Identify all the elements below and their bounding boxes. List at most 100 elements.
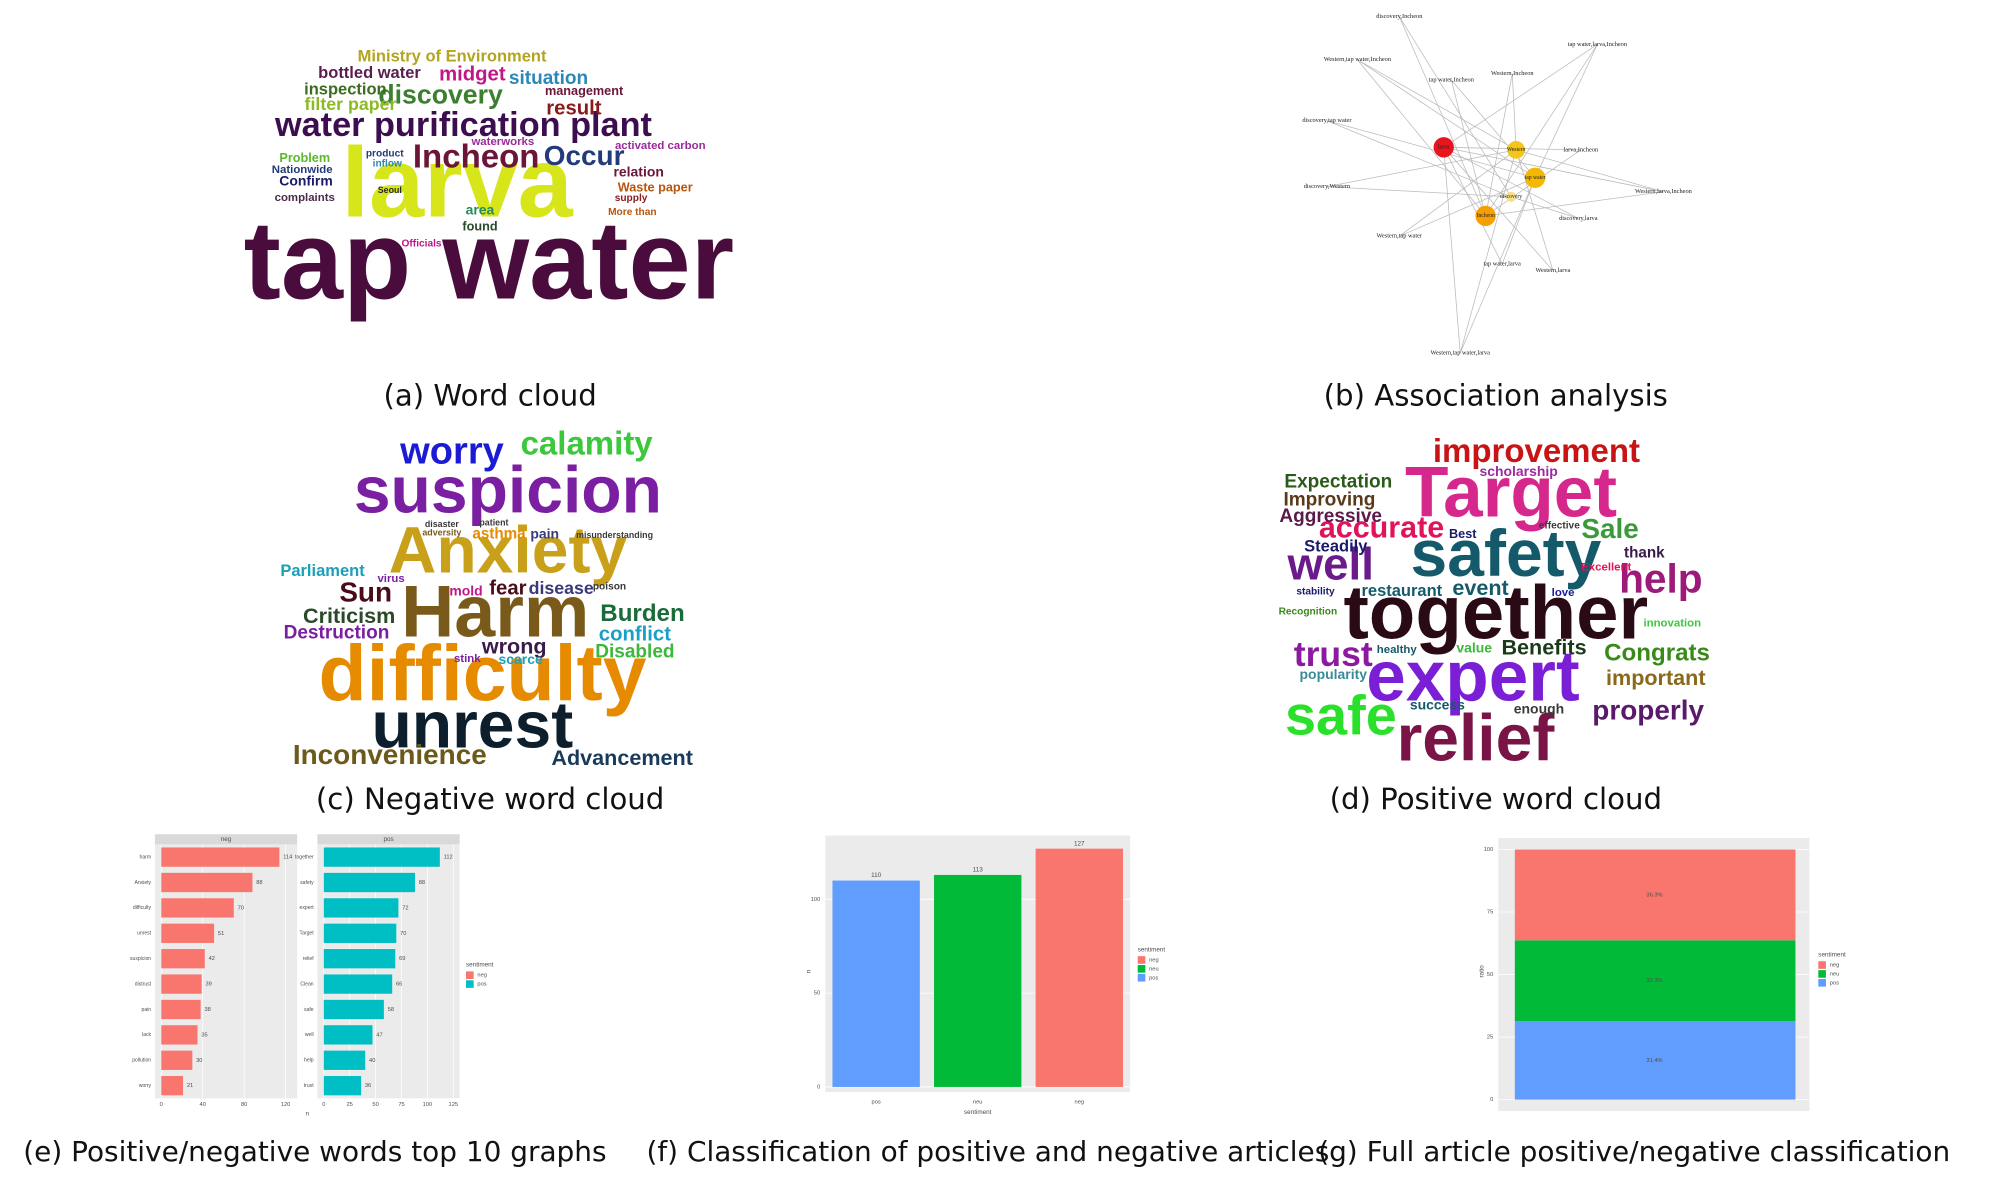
y-axis-label: n	[806, 969, 813, 973]
word: unrest	[371, 688, 573, 762]
bar-segment	[1514, 849, 1796, 941]
word: asthma	[472, 526, 526, 543]
word: Inconvenience	[293, 739, 487, 770]
word: Nationwide	[272, 164, 333, 176]
word: Waste paper	[618, 180, 693, 194]
y-tick-label: worry	[139, 1083, 152, 1089]
value-label: 40	[369, 1058, 375, 1064]
y-tick-label: safe	[304, 1007, 314, 1013]
word: Disabled	[595, 642, 674, 663]
word: calamity	[521, 424, 654, 461]
word: disaster	[425, 519, 460, 529]
y-tick-label: 0	[817, 1084, 820, 1090]
word: Improving	[1283, 489, 1375, 510]
edge	[1485, 44, 1598, 217]
itemset-label: Western,tap water,Incheon	[1324, 56, 1392, 63]
word: discovery	[378, 80, 503, 110]
word: activated carbon	[615, 140, 706, 152]
word: help	[1619, 555, 1703, 601]
value-label: 47	[376, 1032, 382, 1038]
bar	[161, 1050, 193, 1070]
x-tick-label: 125	[449, 1102, 459, 1108]
itemset-label: tap water,Incheon	[1429, 76, 1475, 83]
word: midget	[439, 63, 506, 85]
facet-label: neg	[221, 836, 232, 843]
edge	[1485, 73, 1513, 216]
value-label: 66	[396, 982, 402, 988]
value-label: 36	[365, 1083, 371, 1089]
word: worry	[399, 430, 504, 472]
edge	[1357, 59, 1517, 151]
legend-label: pos	[1149, 975, 1158, 981]
word: More than	[608, 207, 656, 218]
legend-title: sentiment	[1818, 952, 1846, 959]
word: Best	[1449, 527, 1477, 541]
bar-segment	[1514, 940, 1796, 1022]
edge	[1515, 149, 1554, 271]
itemset-label: Western,tap water,larva	[1430, 349, 1490, 356]
word: relief	[1397, 700, 1556, 774]
edge	[1357, 59, 1486, 217]
word: relation	[613, 163, 663, 179]
legend-swatch	[1137, 956, 1146, 964]
word: supply	[615, 193, 648, 204]
legend-label: pos	[1830, 980, 1839, 986]
y-tick-label: safety	[300, 880, 314, 886]
value-label: 30	[196, 1058, 202, 1064]
facet-label: pos	[383, 836, 393, 843]
legend-label: pos	[477, 982, 486, 988]
bar	[161, 1025, 198, 1045]
x-tick-label: neu	[973, 1100, 983, 1106]
x-tick-label: 40	[200, 1102, 206, 1108]
node-label: Incheon	[1476, 213, 1495, 219]
word: restaurant	[1361, 582, 1442, 600]
y-tick-label: 100	[811, 897, 821, 903]
y-tick-label: unrest	[137, 931, 152, 937]
word: effective	[1539, 520, 1581, 531]
bar	[1035, 848, 1123, 1087]
node	[1524, 167, 1546, 188]
edge	[1399, 177, 1536, 237]
bar	[161, 872, 253, 893]
x-tick-label: 75	[398, 1102, 404, 1108]
edge	[1326, 120, 1536, 179]
edge	[1399, 149, 1517, 237]
word: expert	[1366, 638, 1579, 717]
edge	[1398, 16, 1512, 198]
legend-swatch	[1818, 970, 1826, 978]
value-label: 42	[209, 956, 215, 962]
x-tick-label: 25	[347, 1102, 353, 1108]
word: complaints	[275, 192, 335, 204]
caption: (g) Full article positive/negative class…	[1318, 1135, 1950, 1168]
value-label: 88	[256, 880, 262, 886]
bar	[323, 974, 393, 994]
word: water purification plant	[274, 106, 652, 144]
value-label: 69	[399, 956, 405, 962]
word: innovation	[1643, 617, 1701, 629]
y-tick-label: 50	[814, 991, 820, 997]
edge	[1501, 177, 1536, 265]
y-tick-label: help	[304, 1058, 314, 1064]
bar	[161, 974, 202, 994]
itemset-label: discovery,Western	[1304, 183, 1351, 190]
bar	[323, 872, 415, 893]
y-tick-label: expert	[300, 905, 315, 911]
bar	[161, 999, 201, 1020]
y-tick-label: difficulty	[133, 905, 152, 911]
x-tick-label: 80	[241, 1102, 247, 1108]
word: thank	[1624, 545, 1665, 562]
word: Aggressive	[1279, 506, 1382, 527]
edge	[1485, 191, 1664, 217]
y-tick-label: trust	[304, 1083, 314, 1089]
caption: (d) Positive word cloud	[1330, 782, 1662, 816]
legend-label: neu	[1149, 966, 1159, 972]
y-tick-label: 75	[1487, 910, 1493, 916]
word: Excellent	[1581, 562, 1631, 574]
word: Harm	[401, 570, 589, 653]
y-tick-label: 25	[1487, 1035, 1493, 1041]
legend-label: neg	[477, 973, 487, 979]
word: Benefits	[1501, 635, 1586, 660]
bar	[323, 1076, 362, 1096]
